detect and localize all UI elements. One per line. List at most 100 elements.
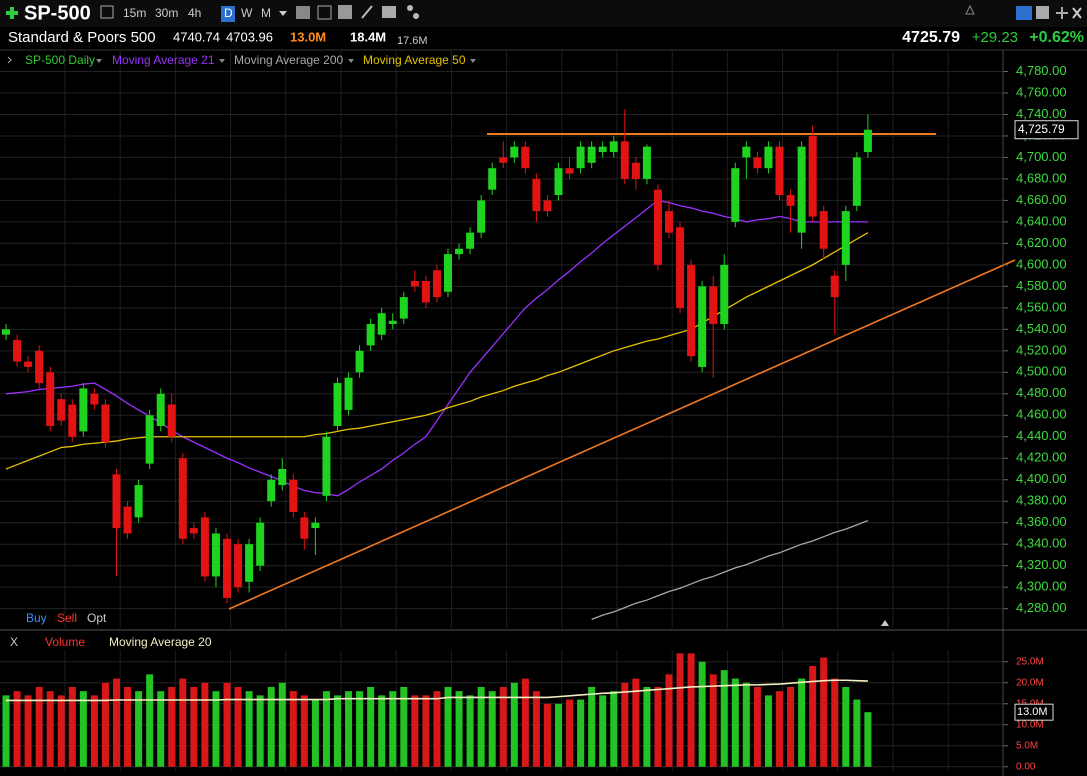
tool-icon[interactable] — [382, 6, 396, 18]
candle-body — [278, 468, 287, 486]
candle-body — [311, 522, 320, 529]
volume-panel — [2, 653, 872, 767]
y-tick-label: 4,580.00 — [1016, 278, 1067, 293]
volume-bar — [753, 686, 761, 767]
candle-body — [322, 436, 331, 496]
candle-body — [145, 415, 154, 464]
candle-body — [609, 141, 618, 153]
close-panel[interactable]: X — [10, 635, 18, 649]
last-volume-label: 13.0M — [1017, 706, 1048, 718]
candle-body — [399, 297, 408, 319]
legend-entry[interactable]: Moving Average 50 — [363, 53, 466, 67]
y-tick-label: 4,640.00 — [1016, 213, 1067, 228]
interval[interactable]: M — [261, 6, 271, 20]
legend-entry[interactable]: Moving Average 20 — [109, 635, 212, 649]
candle-body — [267, 479, 276, 502]
tool-icon[interactable] — [361, 5, 373, 19]
close-icon[interactable] — [1072, 7, 1082, 19]
interval[interactable]: D — [224, 6, 233, 20]
volume-bar — [2, 695, 10, 767]
volume-bar — [433, 691, 441, 767]
candle-body — [532, 178, 541, 212]
volume-bar — [278, 682, 286, 767]
candle-body — [377, 313, 386, 335]
avg-volume: 18.4M — [350, 29, 386, 44]
interval[interactable]: 15m — [123, 6, 146, 20]
candle-body — [245, 544, 254, 582]
y-tick-label: 4,540.00 — [1016, 321, 1067, 336]
candle-body — [720, 264, 729, 324]
volume-bar — [46, 691, 54, 767]
y-tick-label: 4,320.00 — [1016, 557, 1067, 572]
volume-bar — [68, 686, 76, 767]
candle-body — [565, 168, 574, 174]
interval[interactable]: 4h — [188, 6, 201, 20]
legend-entry[interactable]: Moving Average 200 — [234, 53, 344, 67]
tool-icon[interactable] — [296, 6, 310, 19]
volume-bar — [35, 686, 43, 767]
volume-bar — [267, 686, 275, 767]
instrument-name: Standard & Poors 500 — [8, 29, 156, 46]
volume-bar — [389, 691, 397, 767]
y-tick-label: 4,660.00 — [1016, 192, 1067, 207]
volume-bar — [831, 678, 839, 767]
symbol[interactable]: SP-500 — [24, 2, 91, 24]
y-tick-label: 0.00 — [1016, 761, 1036, 772]
volume-bar — [57, 695, 65, 767]
candle-body — [112, 474, 121, 529]
opt-button[interactable]: Opt — [87, 611, 107, 625]
tool-icon[interactable] — [413, 13, 419, 19]
legend-entry[interactable]: Moving Average 21 — [112, 53, 215, 67]
add-icon[interactable] — [6, 7, 18, 19]
volume: 13.0M — [290, 29, 326, 44]
tool-icon[interactable] — [1056, 7, 1068, 19]
y-tick-label: 4,680.00 — [1016, 170, 1067, 185]
legend-arrow[interactable] — [7, 56, 12, 64]
buy-button[interactable]: Buy — [26, 611, 47, 625]
star-icon[interactable] — [965, 4, 975, 15]
volume-bar — [521, 678, 529, 767]
candle-body — [477, 200, 486, 233]
tool-icon[interactable] — [317, 5, 332, 20]
y-tick-label: 4,620.00 — [1016, 235, 1067, 250]
candle-body — [333, 383, 342, 427]
candle-body — [576, 146, 585, 169]
candle-body — [156, 393, 165, 427]
tool-icon[interactable] — [338, 5, 352, 19]
tool-icon[interactable] — [1016, 6, 1032, 20]
sell-button[interactable]: Sell — [57, 611, 77, 625]
candle-body — [178, 458, 187, 539]
volume-bar — [499, 686, 507, 767]
volume-bar — [101, 682, 109, 767]
candle-body — [598, 146, 607, 153]
candle-body — [709, 286, 718, 324]
volume-bar — [24, 695, 32, 767]
volume-bar — [698, 661, 706, 767]
interval[interactable]: W — [241, 6, 253, 20]
line — [591, 519, 869, 621]
trendline[interactable] — [228, 259, 1016, 610]
candle-body — [2, 329, 10, 335]
y-tick-label: 4,600.00 — [1016, 256, 1067, 271]
candle-body — [488, 168, 497, 190]
dropdown[interactable] — [279, 11, 287, 16]
volume-bar — [555, 703, 562, 767]
volume-bar — [776, 691, 783, 767]
volume-bar — [356, 691, 364, 767]
candle-body — [642, 146, 651, 179]
candle-body — [344, 377, 353, 410]
list-icon[interactable] — [100, 5, 114, 19]
candle-body — [289, 479, 298, 512]
legend-entry[interactable]: Volume — [45, 635, 85, 649]
tool-icon[interactable] — [1036, 6, 1049, 19]
volume-bar — [809, 665, 817, 767]
scroll-marker[interactable] — [881, 620, 889, 626]
legend-entry[interactable]: SP-500 Daily — [25, 53, 95, 67]
volume-bar — [234, 686, 242, 767]
tool-icon[interactable] — [407, 5, 413, 11]
volume-bar — [510, 682, 518, 767]
volume-bar — [842, 686, 850, 767]
interval[interactable]: 30m — [155, 6, 178, 20]
